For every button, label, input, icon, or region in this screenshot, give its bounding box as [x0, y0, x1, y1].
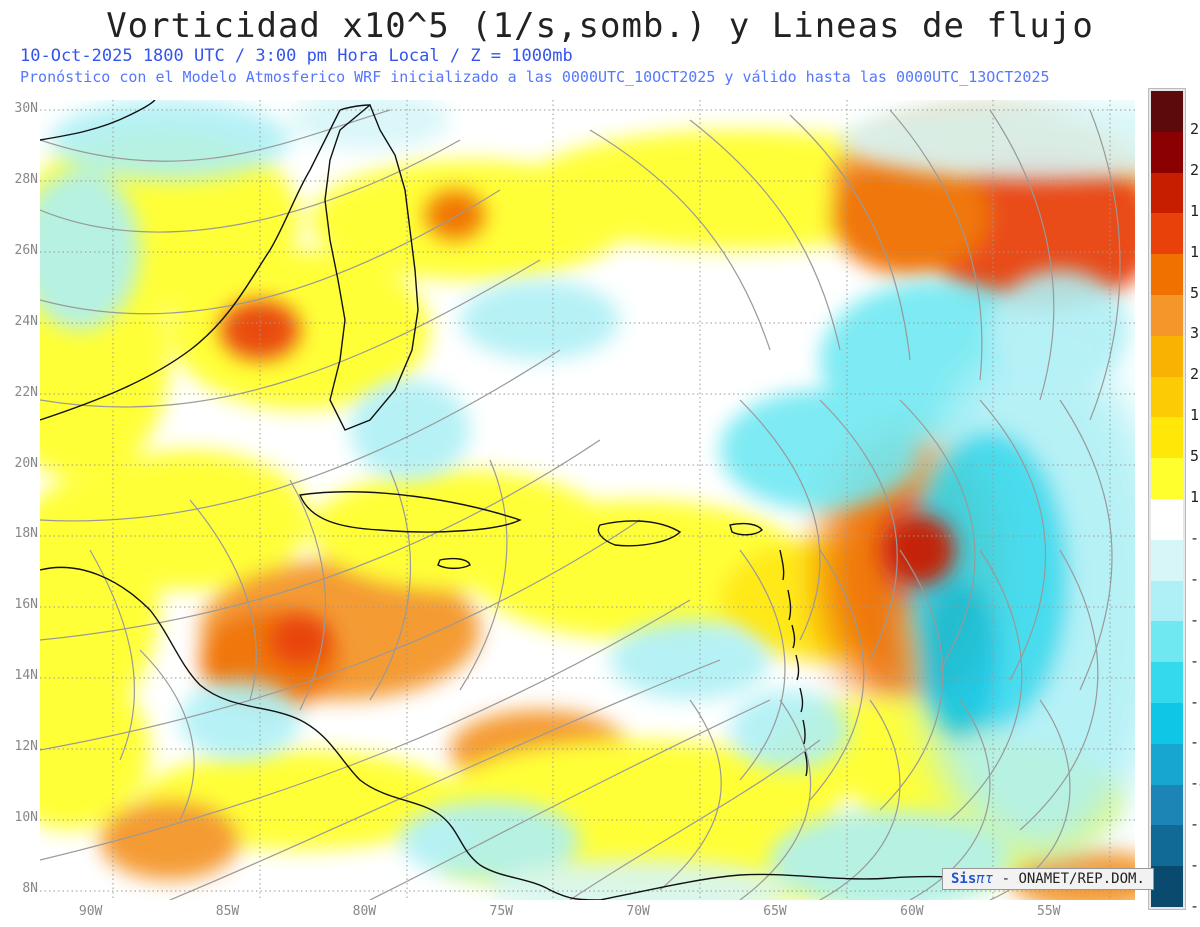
colorbar-tick-label: -160 — [1190, 897, 1200, 915]
colorbar-tick-label: 5 — [1190, 447, 1199, 465]
colorbar-labels: 250 200 150 100 50 30 20 10 5 1 -1 -3 -6 -12 -18 -26 -42… — [1190, 88, 1200, 910]
y-axis-tick-label: 30N — [2, 101, 38, 116]
colorbar-tick-label: -18 — [1190, 693, 1200, 711]
watermark-box: Sisπτ - ONAMET/REP.DOM. — [942, 868, 1154, 890]
y-axis-tick-label: 16N — [2, 597, 38, 612]
colorbar-tick-label: -42 — [1190, 774, 1200, 792]
colorbar-segment-neg42[interactable] — [1151, 744, 1183, 785]
y-axis-tick-label: 10N — [2, 810, 38, 825]
colorbar-tick-label: -26 — [1190, 733, 1200, 751]
subtitle-model-info: Pronóstico con el Modelo Atmosferico WRF… — [20, 68, 1050, 86]
y-axis-tick-label: 8N — [2, 881, 38, 896]
y-axis-tick-label: 18N — [2, 526, 38, 541]
x-axis-tick-label: 75W — [481, 904, 521, 919]
colorbar-segment-neg160[interactable] — [1151, 866, 1183, 907]
colorbar-tick-label: 50 — [1190, 284, 1200, 302]
colorbar-segment-100[interactable] — [1151, 213, 1183, 254]
colorbar-segment-250[interactable] — [1151, 91, 1183, 132]
colorbar-segment-30[interactable] — [1151, 295, 1183, 336]
subtitle-datetime: 10-Oct-2025 1800 UTC / 3:00 pm Hora Loca… — [20, 46, 573, 66]
watermark-suffix: - ONAMET/REP.DOM. — [993, 871, 1145, 887]
colorbar-tick-label: 150 — [1190, 202, 1200, 220]
colorbar-segment-neg12[interactable] — [1151, 621, 1183, 662]
watermark-symbol: πτ — [976, 871, 993, 887]
colorbar-segment-neg6[interactable] — [1151, 581, 1183, 622]
x-axis-tick-label: 90W — [71, 904, 111, 919]
colorbar-tick-label: 100 — [1190, 243, 1200, 261]
colorbar-tick-label: -120 — [1190, 856, 1200, 874]
y-axis-tick-label: 22N — [2, 385, 38, 400]
colorbar-tick-label: 200 — [1190, 161, 1200, 179]
y-axis-tick-label: 14N — [2, 668, 38, 683]
page-title: Vorticidad x10^5 (1/s,somb.) y Lineas de… — [0, 6, 1200, 46]
y-axis-tick-label: 26N — [2, 243, 38, 258]
colorbar-tick-label: 30 — [1190, 324, 1200, 342]
colorbar-segment-neg120[interactable] — [1151, 825, 1183, 866]
colorbar-tick-label: -80 — [1190, 815, 1200, 833]
x-axis-tick-label: 85W — [208, 904, 248, 919]
colorbar-segment-neg1[interactable] — [1151, 499, 1183, 540]
colorbar-legend[interactable] — [1148, 88, 1186, 910]
colorbar-segment-10[interactable] — [1151, 377, 1183, 418]
x-axis-tick-label: 70W — [618, 904, 658, 919]
x-axis-tick-label: 60W — [892, 904, 932, 919]
colorbar-segment-50[interactable] — [1151, 254, 1183, 295]
colorbar-segment-neg18[interactable] — [1151, 662, 1183, 703]
y-axis-tick-label: 12N — [2, 739, 38, 754]
colorbar-segment-neg3[interactable] — [1151, 540, 1183, 581]
colorbar-tick-label: -6 — [1190, 611, 1200, 629]
x-axis-tick-label: 55W — [1029, 904, 1069, 919]
colorbar-tick-label: -1 — [1190, 529, 1200, 547]
colorbar-segment-200[interactable] — [1151, 132, 1183, 173]
watermark-sis: Sis — [951, 871, 976, 887]
colorbar-tick-label: 10 — [1190, 406, 1200, 424]
colorbar-tick-label: -12 — [1190, 652, 1200, 670]
map-plot-area[interactable] — [40, 100, 1135, 900]
colorbar-tick-label: -3 — [1190, 570, 1200, 588]
y-axis-tick-label: 24N — [2, 314, 38, 329]
x-axis-tick-label: 65W — [755, 904, 795, 919]
colorbar-tick-label: 1 — [1190, 488, 1199, 506]
gridlines-layer — [40, 100, 1135, 900]
colorbar-segment-20[interactable] — [1151, 336, 1183, 377]
x-axis-tick-label: 80W — [344, 904, 384, 919]
colorbar-segment-150[interactable] — [1151, 173, 1183, 214]
colorbar-tick-label: 20 — [1190, 365, 1200, 383]
colorbar-segment-1[interactable] — [1151, 458, 1183, 499]
y-axis-tick-label: 28N — [2, 172, 38, 187]
colorbar-segment-neg26[interactable] — [1151, 703, 1183, 744]
colorbar-segment-neg80[interactable] — [1151, 785, 1183, 826]
y-axis-tick-label: 20N — [2, 456, 38, 471]
colorbar-segment-5[interactable] — [1151, 417, 1183, 458]
colorbar-tick-label: 250 — [1190, 120, 1200, 138]
